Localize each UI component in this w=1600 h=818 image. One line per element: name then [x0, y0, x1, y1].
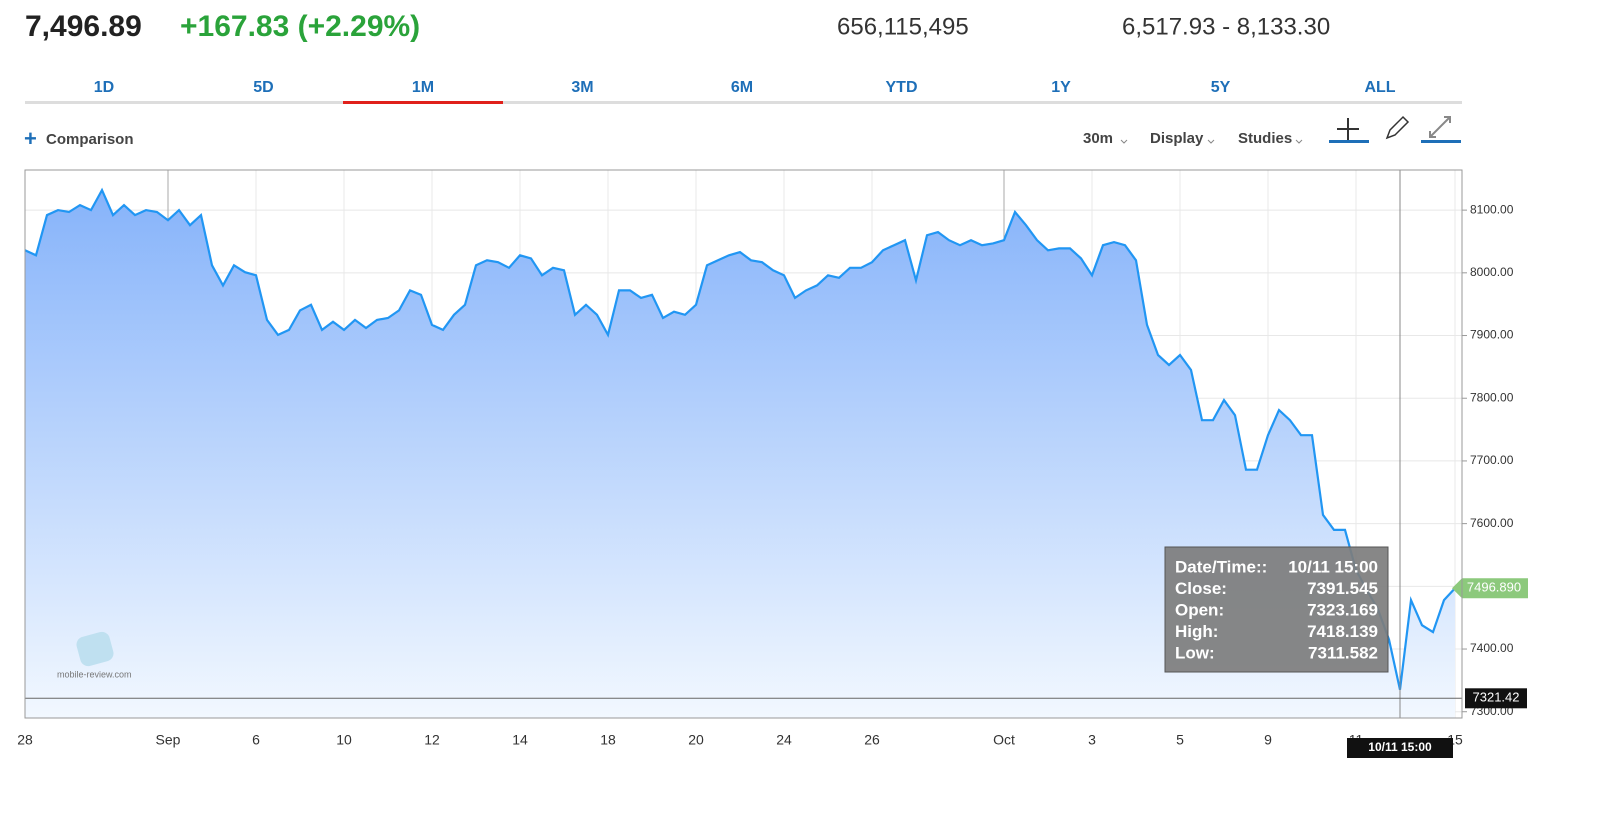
- crosshair-price-box: [1465, 688, 1527, 709]
- x-tick-label: Oct: [993, 732, 1015, 748]
- x-tick-label: 9: [1264, 732, 1272, 748]
- last-price-tag: [1452, 578, 1528, 599]
- display[interactable]: Display: [1150, 130, 1204, 147]
- area: [25, 190, 1455, 719]
- price: 7,496.89: [25, 10, 142, 43]
- tooltip-key: Date/Time::: [1175, 557, 1267, 576]
- line: [24, 187, 1456, 691]
- y-tick-label: 7700.00: [1470, 453, 1514, 467]
- tooltip-box: [1164, 546, 1389, 673]
- y-tick-label: 7900.00: [1470, 328, 1514, 342]
- x-tick-label: 10: [336, 732, 352, 748]
- tab[interactable]: 5D: [253, 79, 273, 96]
- tooltip-key: Close:: [1175, 579, 1227, 598]
- tooltip-value: 7323.169: [1307, 600, 1378, 619]
- plus-icon: +: [24, 126, 37, 151]
- tab[interactable]: ALL: [1364, 79, 1395, 96]
- tab[interactable]: 1Y: [1051, 79, 1071, 96]
- x-tick-label: Sep: [156, 732, 181, 748]
- y-tick-label: 7800.00: [1470, 390, 1514, 404]
- x-tick-label: 20: [688, 732, 704, 748]
- x-tick-label: 12: [424, 732, 440, 748]
- studies[interactable]: Studies: [1238, 130, 1292, 147]
- tooltip-key: Low:: [1175, 643, 1215, 662]
- chevrons: [1120, 139, 1303, 144]
- tab[interactable]: 5Y: [1211, 79, 1231, 96]
- tab[interactable]: YTD: [886, 79, 918, 96]
- x-tick-label: 14: [512, 732, 528, 748]
- crosshair-price: 7321.42: [1473, 690, 1520, 705]
- tab[interactable]: 3M: [571, 79, 593, 96]
- interval[interactable]: 30m: [1083, 130, 1113, 147]
- watermark-text: mobile-review.com: [57, 669, 132, 679]
- tab-rule: [25, 101, 1462, 104]
- tooltip-key: High:: [1175, 622, 1218, 641]
- tabs: 1D 5D 1M 3M 6M YTD 1Y 5Y ALL: [94, 79, 1396, 104]
- tab[interactable]: 1M: [412, 79, 434, 96]
- crosshair-time: 10/11 15:00: [1368, 740, 1432, 754]
- plot-frame: [24, 169, 1463, 719]
- comparison[interactable]: Comparison: [46, 131, 134, 148]
- x-tick-label: 3: [1088, 732, 1096, 748]
- y-tick-label: 8000.00: [1470, 265, 1514, 279]
- active-tab-underline: [343, 101, 503, 104]
- change: +167.83 (+2.29%): [180, 10, 420, 43]
- crosshair-tool[interactable]: [1329, 118, 1369, 143]
- draw-tool[interactable]: [1385, 115, 1410, 140]
- y-tick-label: 7400.00: [1470, 641, 1514, 655]
- x-tick-label: 6: [252, 732, 260, 748]
- tooltip-value: 7311.582: [1308, 643, 1378, 662]
- range: 6,517.93 - 8,133.30: [1122, 13, 1330, 40]
- tooltip-value: 7418.139: [1307, 622, 1378, 641]
- tooltip-key: Open:: [1175, 600, 1224, 619]
- tab[interactable]: 1D: [94, 79, 114, 96]
- tab[interactable]: 6M: [731, 79, 753, 96]
- tooltip-value: 10/11 15:00: [1288, 557, 1378, 576]
- x-tick-label: 24: [776, 732, 792, 748]
- tooltip-value: 7391.545: [1307, 579, 1378, 598]
- plot: 7300.007400.007500.007600.007700.007800.…: [17, 170, 1528, 758]
- watermark: mobile-review.com: [57, 631, 132, 679]
- x-tick-label: 18: [600, 732, 616, 748]
- volume: 656,115,495: [837, 13, 969, 40]
- x-tick-label: 28: [17, 732, 33, 748]
- y-tick-label: 8100.00: [1470, 202, 1514, 216]
- expand-tool[interactable]: [1421, 116, 1461, 143]
- x-tick-label: 5: [1176, 732, 1184, 748]
- y-tick-label: 7600.00: [1470, 516, 1514, 530]
- last-price: 7496.890: [1467, 580, 1521, 595]
- crosshair-time-box: [1347, 738, 1453, 758]
- x-tick-label: 26: [864, 732, 880, 748]
